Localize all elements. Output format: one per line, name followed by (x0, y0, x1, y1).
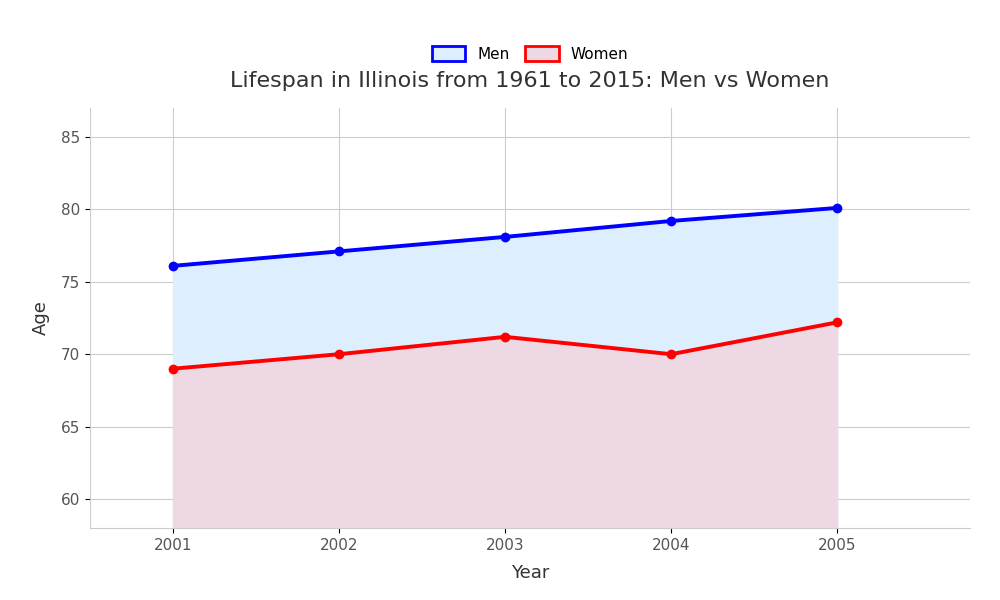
X-axis label: Year: Year (511, 564, 549, 582)
Legend: Men, Women: Men, Women (425, 40, 635, 68)
Title: Lifespan in Illinois from 1961 to 2015: Men vs Women: Lifespan in Illinois from 1961 to 2015: … (230, 71, 830, 91)
Y-axis label: Age: Age (32, 301, 50, 335)
